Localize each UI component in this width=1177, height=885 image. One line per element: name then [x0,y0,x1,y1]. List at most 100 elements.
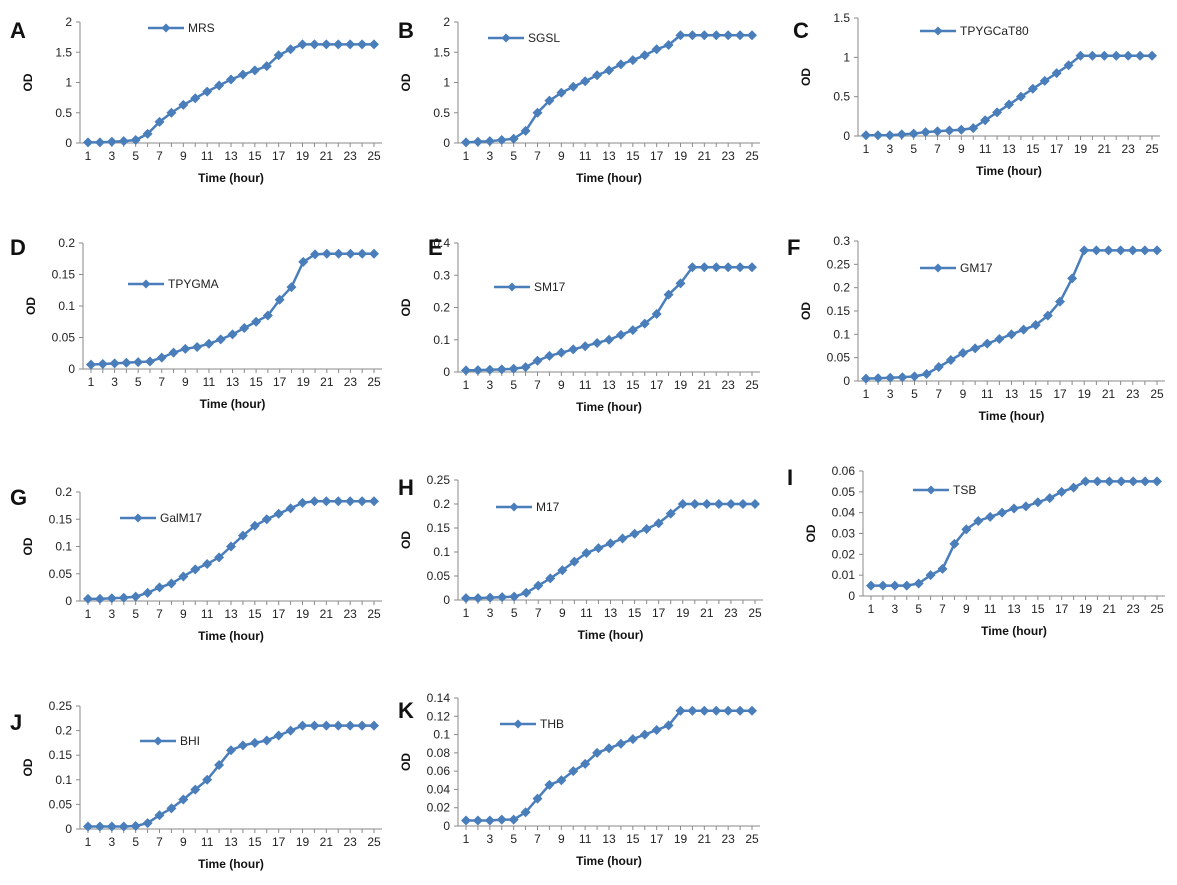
x-tick-label: 1 [463,832,470,846]
y-tick-label: 1.5 [833,11,850,25]
x-tick-label: 9 [180,149,187,163]
data-point [925,570,936,581]
series-line-tpygma [90,252,374,366]
data-point [130,821,141,832]
data-point [956,124,967,135]
data-point [615,738,626,749]
x-tick-label: 15 [248,835,262,849]
x-tick-label: 19 [296,149,310,163]
data-point [1135,50,1146,61]
data-point [94,593,105,604]
data-point [168,347,179,358]
data-point [889,580,900,591]
data-point [369,720,379,731]
x-tick-label: 21 [698,832,712,846]
data-point [286,282,297,293]
data-point [310,249,321,260]
x-tick-label: 11 [981,387,994,401]
data-point [665,508,676,519]
data-point [178,99,189,110]
data-point [1030,320,1041,330]
data-point [945,355,956,365]
data-point [1103,245,1114,256]
x-tick-label: 15 [626,832,640,846]
x-tick-label: 17 [1055,602,1069,616]
x-axis-title: Time (hour) [981,624,1047,638]
chart-panel-h: H00.050.10.150.20.251 3 5 7 9 11 13 15 17 19 21 23 2… [398,473,763,642]
x-tick-label: 9 [180,835,187,849]
data-point [592,337,603,348]
x-tick-label: 19 [676,606,690,620]
data-point [215,334,226,345]
data-point [345,248,356,259]
x-axis-title: Time (hour) [979,409,1045,423]
data-point [166,107,177,118]
y-tick-label: 0.2 [55,485,72,499]
data-point [861,373,871,384]
data-point [118,821,129,832]
data-point [723,30,734,41]
data-point [1020,501,1031,512]
data-point [321,720,332,731]
data-point [261,514,272,525]
data-point [369,248,379,259]
y-tick-label: 0.2 [433,301,450,315]
data-point [877,580,888,591]
data-point [1009,503,1019,514]
y-tick-label: 0.1 [58,299,75,313]
x-tick-label: 3 [111,375,118,389]
data-point [735,262,746,273]
data-point [226,541,236,552]
data-point [106,593,117,604]
data-point [285,725,296,736]
data-point [190,564,201,575]
x-tick-label: 5 [910,142,917,156]
panel-letter-g: G [10,485,27,510]
series-line-gm17 [865,249,1157,380]
legend-marker [509,502,519,512]
y-tick-label: 1.5 [55,45,72,59]
data-point [711,262,722,273]
x-tick-label: 7 [939,602,946,616]
x-tick-label: 9 [558,149,565,163]
legend-label: THB [540,717,564,731]
x-axis-title: Time (hour) [200,397,266,411]
y-tick-label: 0.02 [832,547,856,561]
x-tick-label: 11 [201,607,214,621]
y-tick-label: 0.1 [55,540,72,554]
legend-label: SGSL [528,31,560,45]
data-point [273,50,284,61]
x-tick-label: 1 [85,835,92,849]
data-point [521,587,532,598]
x-tick-label: 25 [745,149,759,163]
x-tick-label: 5 [911,387,918,401]
panel-letter-j: J [10,710,22,735]
chart-panel-j: J00.050.10.150.20.251 3 5 7 9 11 13 15 17 19 21 23 2… [10,699,382,871]
data-point [627,55,638,66]
data-point [1067,273,1078,284]
data-point [593,543,604,554]
x-tick-label: 9 [558,378,565,392]
data-point [1032,497,1043,508]
data-point [226,745,236,756]
data-point [1152,476,1162,487]
data-point [713,499,724,509]
data-point [617,533,628,544]
data-point [627,734,638,745]
y-tick-label: 0.1 [55,773,72,787]
y-axis-title: OD [399,73,413,91]
data-point [472,815,483,826]
data-point [106,821,117,832]
data-point [297,497,308,508]
y-tick-label: 0.5 [833,90,850,104]
x-tick-label: 11 [201,835,214,849]
data-point [1055,296,1065,307]
panel-letter-h: H [398,475,414,500]
x-tick-label: 23 [721,378,735,392]
data-point [83,137,93,148]
data-point [237,69,248,80]
x-tick-label: 13 [224,149,238,163]
